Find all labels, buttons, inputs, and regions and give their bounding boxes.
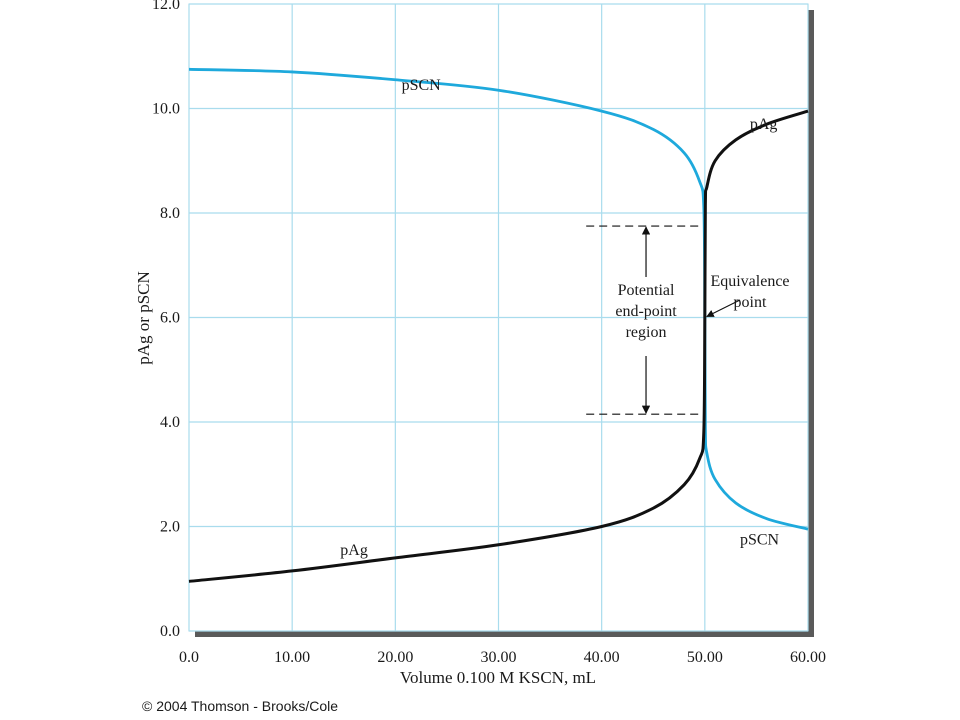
series-line-pscn xyxy=(188,67,809,531)
annotation-layer: Potential end-point region Equivalence point xyxy=(586,225,790,415)
x-axis-label: Volume 0.100 M KSCN, mL xyxy=(400,668,596,687)
x-axis-ticks: 0.0 10.00 20.00 30.00 40.00 50.00 60.00 xyxy=(179,649,826,666)
y-axis-ticks: 0.0 2.0 4.0 6.0 8.0 10.0 12.0 xyxy=(152,0,180,640)
copyright-text: © 2004 Thomson - Brooks/Cole xyxy=(142,698,339,714)
end-point-region-text: end-point xyxy=(615,303,677,320)
series-line-pag xyxy=(188,109,809,583)
x-tick-label: 0.0 xyxy=(179,649,199,666)
y-tick-label: 12.0 xyxy=(152,0,180,13)
x-tick-label: 50.00 xyxy=(687,649,723,666)
y-tick-label: 6.0 xyxy=(160,310,180,327)
x-tick-label: 60.00 xyxy=(790,649,826,666)
y-tick-label: 10.0 xyxy=(152,101,180,118)
y-axis-label: pAg or pSCN xyxy=(134,271,153,365)
x-tick-label: 40.00 xyxy=(584,649,620,666)
y-tick-label: 0.0 xyxy=(160,623,180,640)
y-tick-label: 2.0 xyxy=(160,519,180,536)
end-point-region-text: Potential xyxy=(618,282,675,299)
curve-label-pag: pAg xyxy=(340,542,368,559)
y-tick-label: 8.0 xyxy=(160,205,180,222)
x-tick-label: 20.00 xyxy=(377,649,413,666)
equivalence-point-arrow xyxy=(706,299,741,317)
y-tick-label: 4.0 xyxy=(160,414,180,431)
x-tick-label: 10.00 xyxy=(274,649,310,666)
curve-label-pag: pAg xyxy=(750,116,778,133)
curve-label-pscn: pSCN xyxy=(740,532,780,549)
curve-labels: pSCN pAg pAg pSCN xyxy=(340,77,779,559)
end-point-region-text: region xyxy=(626,324,667,341)
equivalence-point-text: point xyxy=(734,294,767,311)
series-layer xyxy=(188,67,809,583)
curve-label-pscn: pSCN xyxy=(402,77,442,94)
x-tick-label: 30.00 xyxy=(481,649,517,666)
equivalence-point-text: Equivalence xyxy=(710,273,789,290)
